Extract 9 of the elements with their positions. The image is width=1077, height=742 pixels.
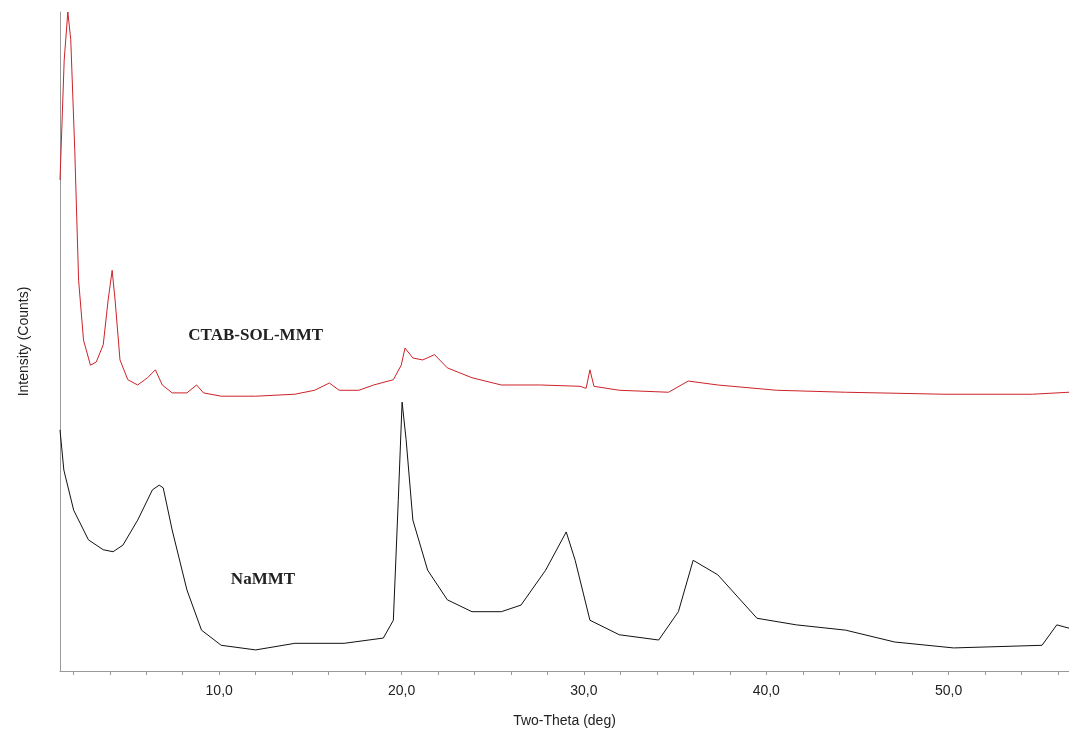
x-tick-label: 50,0 — [935, 682, 963, 698]
x-tick-label: 20,0 — [387, 682, 416, 698]
text: NaMMT — [230, 569, 296, 589]
x-tick-label: 40,0 — [752, 682, 781, 698]
x-axis-title: Two-Theta (deg) — [513, 712, 616, 728]
y-axis-title: Intensity (Counts) — [15, 286, 31, 397]
x-tick-label: 30,0 — [570, 682, 598, 698]
x-tick-label: 10,0 — [205, 682, 234, 698]
text: CTAB-SOL-MMT — [188, 325, 324, 345]
